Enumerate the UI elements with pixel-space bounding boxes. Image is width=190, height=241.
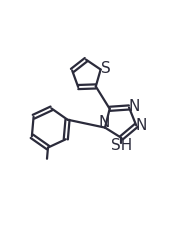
Text: N: N bbox=[128, 99, 140, 114]
Text: N: N bbox=[136, 118, 147, 133]
Text: SH: SH bbox=[111, 138, 132, 153]
Text: S: S bbox=[101, 61, 111, 76]
Text: N: N bbox=[98, 115, 110, 130]
